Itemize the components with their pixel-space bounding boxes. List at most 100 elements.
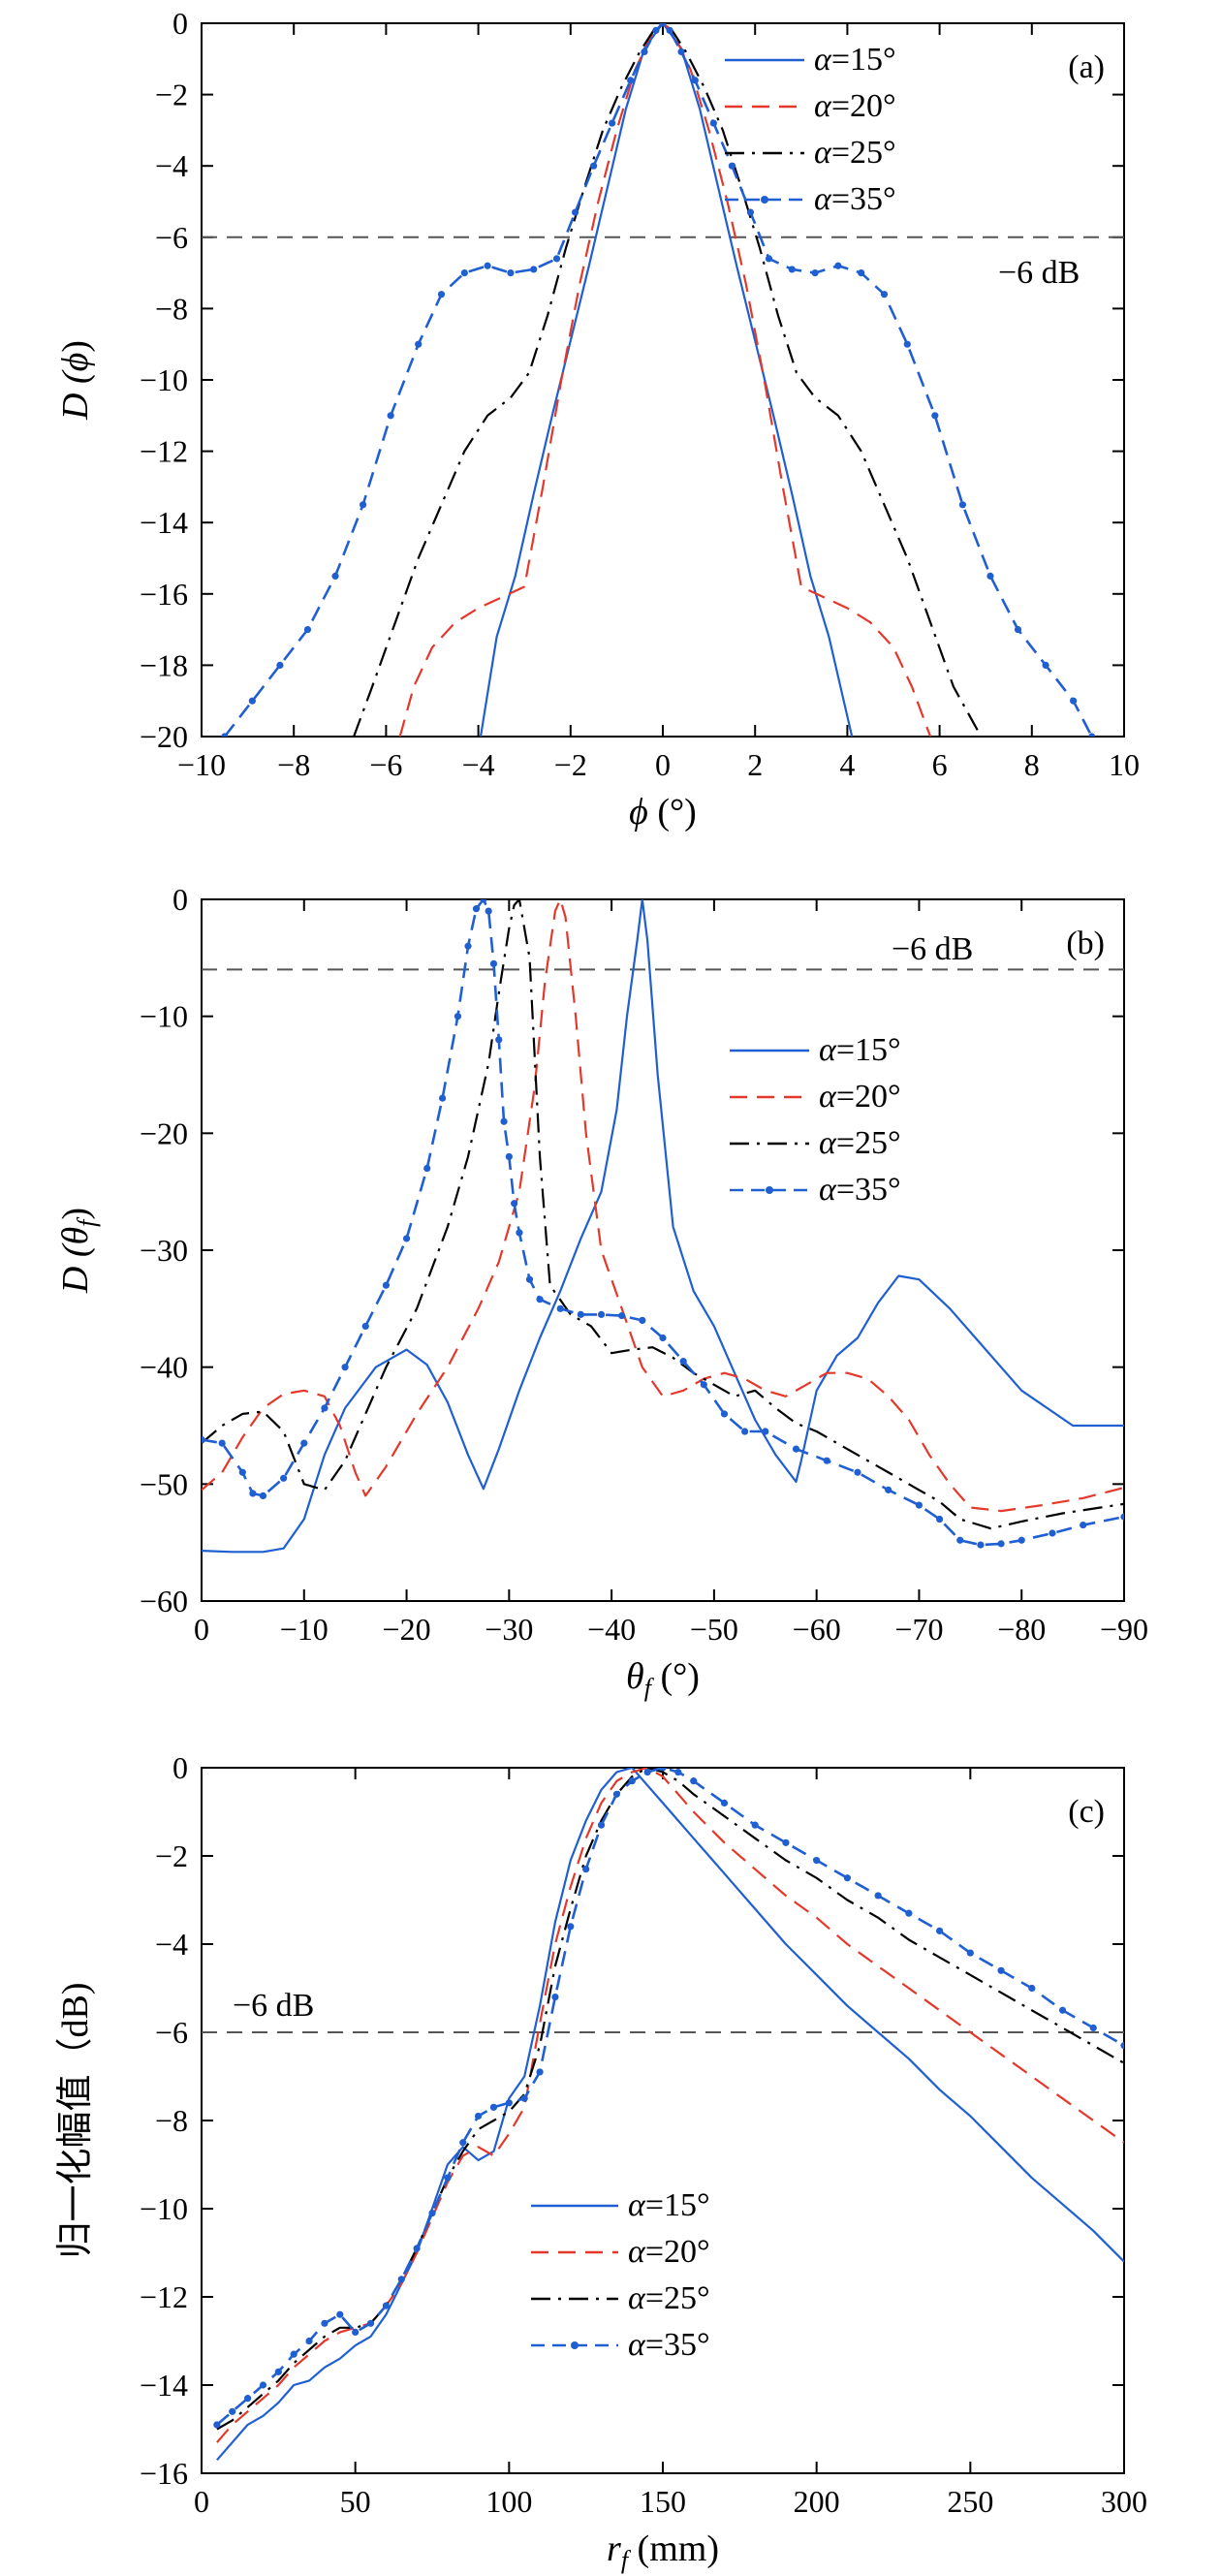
series-marker [244, 2395, 252, 2403]
legend-alpha: α [814, 135, 832, 171]
series-marker [1089, 2024, 1097, 2032]
series-marker [874, 1892, 882, 1900]
x-tick-label: −50 [690, 1612, 738, 1647]
legend-entry: α=35° [819, 1172, 901, 1208]
series-marker [915, 1501, 924, 1509]
y-tick-label: −8 [155, 291, 188, 326]
series-marker [402, 1235, 411, 1242]
series-marker [652, 26, 660, 34]
series-marker [674, 1768, 682, 1776]
series-marker [382, 1281, 390, 1289]
series-marker [221, 733, 229, 737]
legend-entry: α=25° [814, 135, 896, 171]
y-axis-label: D (θf) [55, 1208, 101, 1294]
series-marker [597, 1821, 606, 1829]
y-tick-label: 0 [172, 6, 188, 41]
series-line-3 [216, 1768, 1124, 2431]
series-marker [834, 262, 842, 269]
x-tick-label: −60 [793, 1612, 841, 1647]
x-tick-label: 4 [839, 747, 855, 782]
series-marker [885, 1486, 892, 1493]
series-marker [438, 1094, 447, 1102]
series-marker [659, 23, 667, 27]
series-marker [525, 1275, 534, 1283]
series-marker [556, 1304, 564, 1312]
series-marker [484, 262, 491, 269]
series-marker [485, 907, 492, 915]
series-marker [762, 1428, 769, 1435]
series-marker [413, 2245, 421, 2252]
x-tick-label: 0 [194, 2484, 209, 2519]
reference-label: −6 dB [233, 1988, 314, 2024]
series-marker [590, 162, 598, 170]
series-line-4 [202, 899, 1124, 1547]
label-unit: (°) [648, 792, 697, 832]
x-tick-label: −4 [462, 747, 495, 782]
y-tick-label: −10 [140, 999, 188, 1034]
x-axis-label: ϕ (°) [629, 792, 697, 832]
x-tick-label: 200 [794, 2484, 840, 2519]
series-marker [511, 1200, 518, 1208]
y-tick-label: −12 [140, 434, 188, 469]
series-marker [609, 119, 616, 127]
panel-label: (c) [1068, 1794, 1105, 1830]
series-marker [489, 2103, 498, 2111]
series-marker [218, 1439, 226, 1447]
series-marker [480, 899, 487, 903]
legend-value: =20° [831, 88, 896, 124]
series-marker [516, 1229, 523, 1237]
series-line-4 [223, 23, 1093, 737]
series-marker [1120, 1513, 1124, 1521]
legend-entry: α=25° [628, 2280, 710, 2316]
legend-marker [761, 196, 768, 204]
y-tick-label: −40 [140, 1350, 188, 1385]
legend-value: =20° [645, 2234, 710, 2270]
series-marker [977, 1541, 985, 1549]
legend-entry: α=15° [814, 42, 896, 78]
label-prefix: D ( [55, 1242, 96, 1294]
series-marker [1080, 1521, 1087, 1529]
legend-entry: α=25° [819, 1125, 901, 1161]
series-marker [423, 1164, 431, 1173]
series-marker [782, 1838, 790, 1846]
x-tick-label: −30 [485, 1612, 533, 1647]
series-marker [577, 1310, 584, 1318]
reference-label: −6 dB [998, 255, 1080, 291]
x-tick-label: −6 [369, 747, 402, 782]
legend-alpha: α [814, 88, 832, 124]
series-group [221, 23, 1096, 737]
y-tick-label: −4 [155, 148, 188, 183]
x-tick-label: 100 [485, 2484, 532, 2519]
series-marker [229, 2407, 236, 2415]
series-marker [691, 77, 699, 84]
label-unit: ) [55, 340, 96, 353]
series-marker [459, 2139, 467, 2147]
series-line-3 [353, 23, 983, 737]
series-line-2 [216, 1768, 1124, 2443]
series-marker [931, 412, 939, 420]
series-marker [276, 661, 284, 670]
series-marker [397, 2276, 405, 2283]
series-marker [709, 119, 717, 127]
series-marker [643, 1768, 651, 1776]
series-marker [444, 2174, 452, 2182]
series-marker [956, 1536, 964, 1544]
y-tick-label: −16 [140, 2456, 188, 2491]
series-marker [1058, 2006, 1067, 2014]
label-variable: θ [626, 1656, 644, 1697]
series-marker [489, 959, 498, 967]
y-tick-label: −16 [140, 577, 188, 612]
series-marker [495, 1036, 503, 1044]
panel-label: (a) [1068, 49, 1105, 85]
x-tick-label: 0 [655, 747, 671, 782]
series-marker [720, 1799, 729, 1806]
legend-entry: α=20° [628, 2234, 710, 2270]
label-subscript: f [73, 1216, 101, 1227]
series-marker [659, 1334, 667, 1342]
label-unit: ) [55, 1208, 96, 1220]
series-line-1 [216, 1768, 1124, 2462]
series-marker [597, 1310, 606, 1318]
series-marker [507, 269, 515, 277]
y-tick-label: −6 [155, 220, 188, 255]
